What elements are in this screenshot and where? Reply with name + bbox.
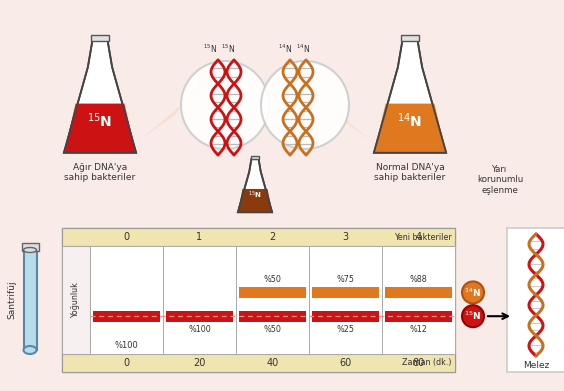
Bar xyxy=(21,243,38,251)
Polygon shape xyxy=(64,104,136,153)
Bar xyxy=(385,311,452,322)
Circle shape xyxy=(181,61,269,149)
Text: $^{15}$N: $^{15}$N xyxy=(464,310,482,323)
Text: $^{14}$N: $^{14}$N xyxy=(248,179,262,191)
Text: 2: 2 xyxy=(270,232,276,242)
Bar xyxy=(382,246,455,354)
Bar xyxy=(312,311,379,322)
Text: Yeni bakteriler: Yeni bakteriler xyxy=(394,233,452,242)
Ellipse shape xyxy=(24,346,37,354)
Circle shape xyxy=(261,61,349,149)
Text: %25: %25 xyxy=(337,325,355,334)
Text: $^{15}$N: $^{15}$N xyxy=(87,111,113,130)
Circle shape xyxy=(462,282,484,303)
Text: %50: %50 xyxy=(263,325,281,334)
Bar xyxy=(62,228,455,372)
Bar xyxy=(91,35,109,41)
Text: 60: 60 xyxy=(340,358,351,368)
Bar xyxy=(312,287,379,298)
Text: $^{14}$N: $^{14}$N xyxy=(398,111,422,130)
Text: Yarı
korunumlu
eşlenme: Yarı korunumlu eşlenme xyxy=(477,165,523,195)
Text: $^{14}$N: $^{14}$N xyxy=(296,43,310,55)
Bar xyxy=(62,246,90,354)
Bar xyxy=(24,250,37,350)
Text: %12: %12 xyxy=(409,325,428,334)
Text: 80: 80 xyxy=(412,358,425,368)
Bar xyxy=(166,311,233,322)
Text: 0: 0 xyxy=(124,358,130,368)
Polygon shape xyxy=(285,65,370,140)
Polygon shape xyxy=(238,159,272,212)
Text: %100: %100 xyxy=(114,341,138,350)
Bar xyxy=(401,35,419,41)
Polygon shape xyxy=(64,41,136,153)
Text: Melez: Melez xyxy=(523,362,549,371)
Text: $^{14}$N: $^{14}$N xyxy=(278,43,292,55)
Polygon shape xyxy=(374,104,446,153)
Text: 4: 4 xyxy=(416,232,421,242)
Text: 3: 3 xyxy=(342,232,349,242)
Text: 0: 0 xyxy=(124,232,130,242)
Bar xyxy=(93,311,160,322)
Bar xyxy=(163,246,236,354)
Bar xyxy=(62,228,455,246)
Bar xyxy=(385,287,452,298)
Bar xyxy=(239,287,306,298)
Bar xyxy=(236,246,309,354)
Text: %88: %88 xyxy=(409,275,428,284)
Text: 40: 40 xyxy=(266,358,279,368)
Text: $^{14}$N: $^{14}$N xyxy=(464,286,482,299)
Text: $^{15}$N: $^{15}$N xyxy=(248,189,262,201)
Text: 1: 1 xyxy=(196,232,202,242)
Ellipse shape xyxy=(24,248,37,253)
Text: Normal DNA'ya
sahip bakteriler: Normal DNA'ya sahip bakteriler xyxy=(374,163,446,182)
Bar xyxy=(250,156,259,159)
Text: Ağır DNA'ya
sahip bakteriler: Ağır DNA'ya sahip bakteriler xyxy=(64,163,135,182)
Text: %50: %50 xyxy=(263,275,281,284)
Text: $^{15}$N: $^{15}$N xyxy=(221,43,235,55)
Text: %75: %75 xyxy=(337,275,355,284)
Bar xyxy=(90,246,163,354)
Bar xyxy=(309,246,382,354)
Bar xyxy=(62,354,455,372)
Bar xyxy=(239,311,306,322)
Polygon shape xyxy=(238,189,272,212)
Text: Zaman (dk.): Zaman (dk.) xyxy=(403,359,452,368)
Polygon shape xyxy=(374,41,446,153)
Text: Santrifüj: Santrifüj xyxy=(7,281,16,319)
Polygon shape xyxy=(140,65,225,140)
Bar xyxy=(507,228,564,372)
Text: $^{15}$N: $^{15}$N xyxy=(203,43,217,55)
Circle shape xyxy=(462,305,484,327)
Text: Yoğunluk: Yoğunluk xyxy=(72,282,81,318)
Text: 20: 20 xyxy=(193,358,206,368)
Text: %100: %100 xyxy=(188,325,211,334)
